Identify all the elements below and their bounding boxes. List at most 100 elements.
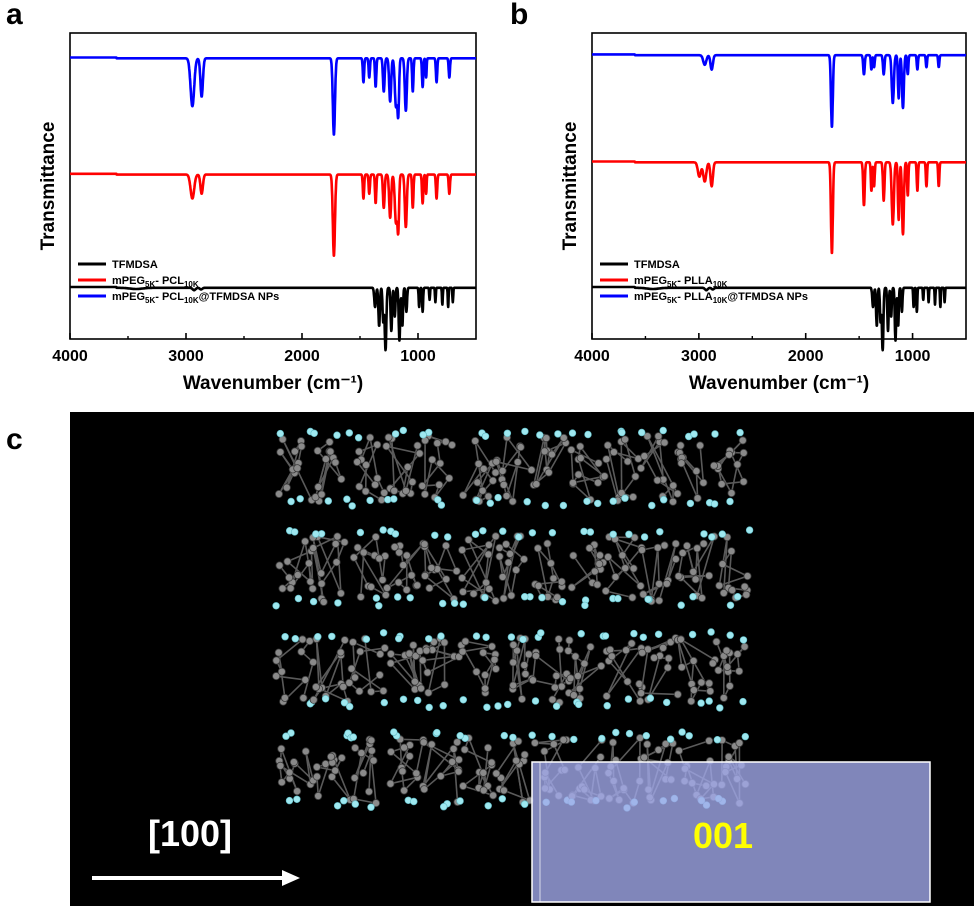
fluorine-atom — [713, 735, 722, 744]
carbon-atom — [449, 744, 458, 753]
carbon-atom — [673, 489, 682, 498]
carbon-atom — [512, 646, 521, 655]
plot-frame — [69, 32, 477, 340]
carbon-atom — [733, 650, 742, 659]
fluorine-atom — [726, 631, 734, 639]
carbon-atom — [314, 792, 323, 801]
bond — [506, 436, 533, 471]
fluorine-atom — [379, 629, 388, 637]
carbon-atom — [275, 561, 284, 570]
bond — [730, 464, 739, 494]
carbon-atom — [623, 457, 632, 466]
carbon-atom — [557, 682, 566, 691]
carbon-atom — [596, 753, 605, 762]
carbon-atom — [409, 641, 418, 650]
carbon-atom — [297, 442, 306, 451]
carbon-atom — [662, 579, 671, 588]
carbon-atom — [630, 533, 639, 542]
carbon-atom — [380, 488, 389, 497]
fluorine-atom — [444, 533, 452, 541]
carbon-atom — [660, 541, 669, 550]
fluorine-atom — [528, 529, 537, 537]
fluorine-atom — [498, 795, 506, 803]
bond — [315, 651, 342, 688]
fluorine-atom — [372, 594, 381, 602]
bond — [360, 552, 365, 597]
carbon-atom — [638, 648, 647, 657]
carbon-atom — [331, 458, 340, 467]
carbon-atom — [482, 578, 491, 587]
bond — [356, 461, 376, 486]
bond — [305, 751, 314, 781]
bond — [352, 642, 356, 678]
fluorine-atom — [614, 594, 622, 603]
bond — [696, 536, 715, 596]
carbon-atom — [735, 739, 744, 748]
x-tick-label: 3000 — [681, 348, 717, 365]
fluorine-atom — [739, 697, 747, 706]
fluorine-atom — [312, 530, 320, 538]
fluorine-atom — [410, 797, 418, 806]
fluorine-atom — [686, 499, 695, 508]
carbon-atom — [504, 558, 513, 567]
carbon-atom — [718, 560, 727, 569]
carbon-atom — [488, 476, 497, 485]
fluorine-atom — [697, 699, 705, 707]
carbon-atom — [499, 594, 508, 603]
carbon-atom — [458, 574, 467, 583]
carbon-atom — [483, 743, 492, 752]
carbon-atom — [379, 686, 388, 695]
carbon-atom — [609, 448, 618, 457]
fluorine-atom — [362, 635, 371, 643]
carbon-atom — [573, 672, 582, 681]
fluorine-atom — [456, 731, 464, 740]
bond — [476, 462, 493, 483]
legend-label: mPEG5K- PLLA10K@TFMDSA NPs — [634, 291, 808, 305]
carbon-atom — [422, 646, 431, 655]
bond — [369, 437, 379, 479]
fluorine-atom — [711, 430, 719, 438]
carbon-atom — [418, 656, 427, 665]
fluorine-atom — [483, 703, 491, 711]
carbon-atom — [733, 460, 742, 469]
fluorine-atom — [481, 593, 489, 602]
series-line-1 — [68, 172, 478, 257]
bond — [385, 445, 414, 483]
plot-frame — [591, 32, 967, 340]
carbon-atom — [597, 662, 606, 671]
x-tick-label: 1000 — [400, 348, 436, 365]
fluorine-atom — [710, 500, 719, 508]
carbon-atom — [557, 577, 566, 586]
bond — [436, 568, 455, 600]
carbon-atom — [325, 437, 334, 446]
bond — [475, 463, 493, 501]
fluorine-atom — [654, 630, 663, 638]
carbon-atom — [359, 769, 368, 778]
bond — [320, 561, 338, 585]
carbon-atom — [533, 544, 542, 553]
fluorine-atom — [439, 599, 447, 608]
fluorine-atom — [348, 502, 356, 510]
carbon-atom — [585, 544, 594, 553]
fluorine-atom — [425, 703, 433, 712]
carbon-atom — [696, 441, 705, 450]
bond — [390, 662, 416, 690]
fluorine-atom — [391, 430, 400, 438]
carbon-atom — [639, 590, 648, 599]
x-tick-label: 4000 — [52, 348, 88, 365]
carbon-atom — [479, 464, 488, 473]
bond — [315, 638, 320, 689]
carbon-atom — [520, 750, 529, 759]
fluorine-atom — [537, 629, 545, 637]
bond — [512, 743, 531, 801]
legend-label: mPEG5K- PCL10K@TFMDSA NPs — [112, 291, 279, 305]
carbon-atom — [317, 579, 326, 588]
series-line-1 — [590, 160, 968, 255]
carbon-atom — [354, 447, 363, 456]
bond — [640, 649, 649, 694]
bond — [390, 776, 418, 785]
carbon-atom — [489, 791, 498, 800]
carbon-atom — [309, 544, 318, 553]
bond — [580, 457, 605, 477]
carbon-atom — [433, 439, 442, 448]
